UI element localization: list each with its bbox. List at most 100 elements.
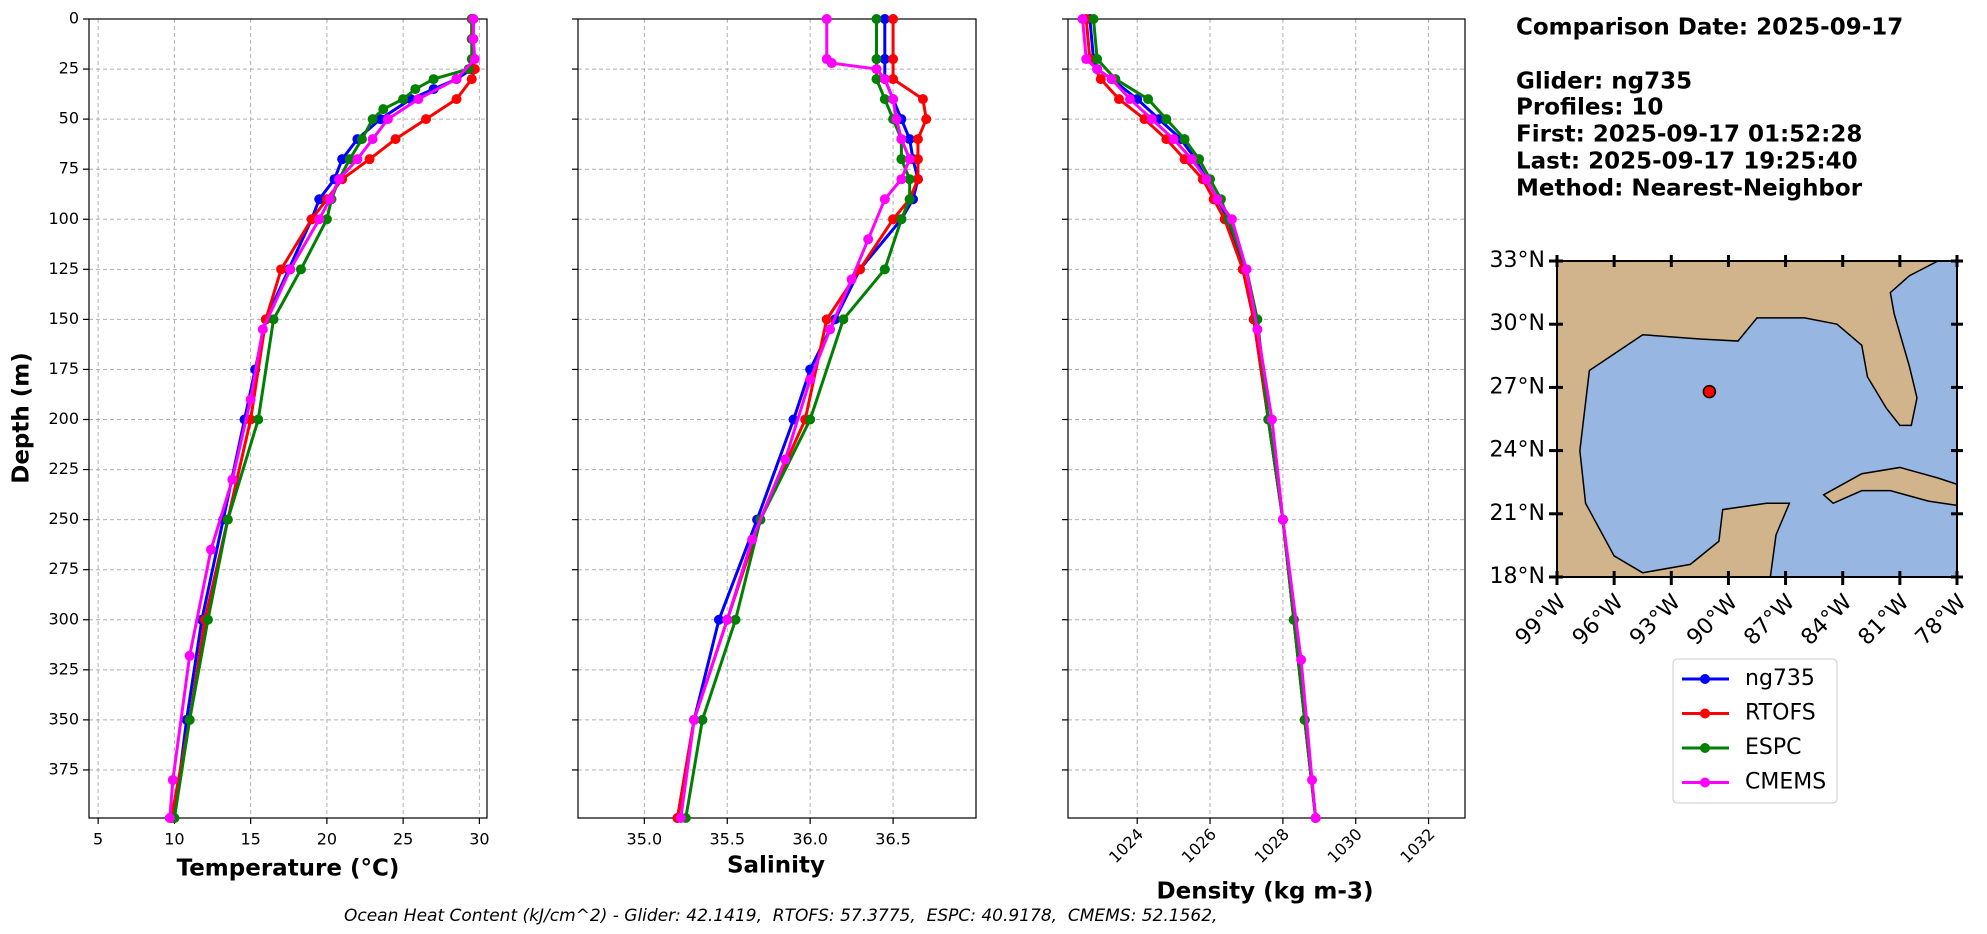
profile-point bbox=[1241, 264, 1252, 275]
profile-point bbox=[413, 94, 424, 105]
profile-point bbox=[896, 134, 907, 145]
profile-point bbox=[888, 54, 899, 65]
info-line: Method: Nearest-Neighbor bbox=[1516, 176, 1863, 202]
profile-point bbox=[825, 324, 836, 335]
y-tick-label: 27°N bbox=[1490, 374, 1545, 399]
profile-point bbox=[896, 154, 907, 165]
profile-point bbox=[334, 174, 345, 185]
profile-point bbox=[904, 194, 915, 205]
profile-point bbox=[469, 54, 480, 65]
profile-point bbox=[1179, 134, 1190, 145]
profile-point bbox=[780, 454, 791, 465]
profile-point bbox=[398, 94, 409, 105]
profile-point bbox=[917, 94, 928, 105]
profile-point bbox=[364, 154, 375, 165]
profile-point bbox=[314, 214, 325, 225]
profile-point bbox=[921, 114, 932, 125]
profile-point bbox=[863, 234, 874, 245]
profile-point bbox=[466, 74, 477, 85]
profile-point bbox=[896, 214, 907, 225]
profile-point bbox=[321, 214, 332, 225]
profile-point bbox=[324, 194, 335, 205]
profile-point bbox=[468, 14, 479, 24]
profile-point bbox=[378, 104, 389, 115]
profile-point bbox=[1179, 154, 1190, 165]
y-tick-label: 175 bbox=[48, 359, 79, 378]
plot-area bbox=[89, 19, 487, 818]
profile-point bbox=[1266, 414, 1277, 425]
profile-point bbox=[912, 154, 923, 165]
profile-point bbox=[202, 614, 213, 625]
profile-point bbox=[871, 64, 882, 75]
profile-point bbox=[888, 74, 899, 85]
profile-point bbox=[1081, 54, 1092, 65]
profile-point bbox=[367, 134, 378, 145]
profile-point bbox=[675, 813, 686, 823]
profile-point bbox=[805, 414, 816, 425]
profile-point bbox=[1186, 154, 1197, 165]
x-tick-label: 36.5 bbox=[875, 830, 911, 849]
profile-point bbox=[245, 394, 256, 405]
legend-marker bbox=[1700, 743, 1710, 753]
x-tick-label: 35.0 bbox=[627, 830, 663, 849]
x-tick-label: 1030 bbox=[1324, 825, 1366, 867]
y-tick-label: 300 bbox=[48, 609, 79, 628]
x-tick-label: 93°W bbox=[1625, 590, 1686, 651]
profile-point bbox=[879, 94, 890, 105]
profile-point bbox=[451, 94, 462, 105]
x-tick-label: 30 bbox=[469, 830, 489, 849]
legend-marker bbox=[1700, 708, 1710, 719]
profile-point bbox=[1106, 74, 1117, 85]
profile-point bbox=[912, 134, 923, 145]
x-axis-label: Density (kg m-3) bbox=[1157, 879, 1374, 905]
legend-marker bbox=[1700, 674, 1710, 684]
x-tick-label: 36.0 bbox=[792, 830, 828, 849]
y-tick-label: 33°N bbox=[1490, 248, 1545, 273]
profile-point bbox=[747, 534, 758, 545]
info-line: First: 2025-09-17 01:52:28 bbox=[1516, 122, 1862, 148]
legend-box bbox=[1672, 658, 1838, 804]
y-tick-label: 25 bbox=[59, 59, 79, 78]
x-tick-label: 99°W bbox=[1511, 590, 1572, 651]
profile-point bbox=[285, 264, 296, 275]
profile-point bbox=[896, 174, 907, 185]
profile-point bbox=[451, 74, 462, 85]
x-tick-label: 84°W bbox=[1797, 590, 1858, 651]
profile-point bbox=[879, 194, 890, 205]
profile-point bbox=[1194, 154, 1205, 165]
legend-label: CMEMS bbox=[1745, 770, 1826, 795]
map-frame bbox=[1556, 260, 1958, 578]
info-line: Profiles: 10 bbox=[1516, 95, 1663, 121]
profile-point bbox=[821, 314, 832, 325]
profile-point bbox=[1212, 194, 1223, 205]
profile-point bbox=[888, 14, 899, 24]
info-line: Comparison Date: 2025-09-17 bbox=[1516, 15, 1903, 41]
profile-point bbox=[1113, 94, 1124, 105]
profile-point bbox=[468, 34, 479, 45]
x-axis-label: Salinity bbox=[727, 853, 825, 879]
profile-point bbox=[382, 114, 393, 125]
y-tick-label: 18°N bbox=[1490, 564, 1545, 589]
y-tick-label: 21°N bbox=[1490, 501, 1545, 526]
profile-point bbox=[1092, 54, 1103, 65]
profile-point bbox=[1124, 94, 1135, 105]
y-tick-label: 150 bbox=[48, 309, 79, 328]
profile-point bbox=[722, 614, 733, 625]
profile-point bbox=[904, 154, 915, 165]
profile-point bbox=[1296, 654, 1307, 665]
profile-point bbox=[871, 14, 882, 24]
profile-point bbox=[167, 774, 178, 785]
profile-point bbox=[1168, 134, 1179, 145]
profile-point bbox=[1310, 813, 1321, 823]
y-tick-label: 350 bbox=[48, 709, 79, 728]
x-tick-label: 1028 bbox=[1251, 825, 1293, 867]
plot-frame bbox=[1067, 18, 1466, 819]
profile-point bbox=[879, 74, 890, 85]
profile-point bbox=[879, 14, 890, 24]
profile-point bbox=[295, 264, 306, 275]
y-tick-label: 75 bbox=[59, 159, 79, 178]
profile-point bbox=[356, 134, 367, 145]
profile-point bbox=[1277, 514, 1288, 525]
profile-point bbox=[184, 650, 195, 661]
profile-point bbox=[268, 314, 279, 325]
